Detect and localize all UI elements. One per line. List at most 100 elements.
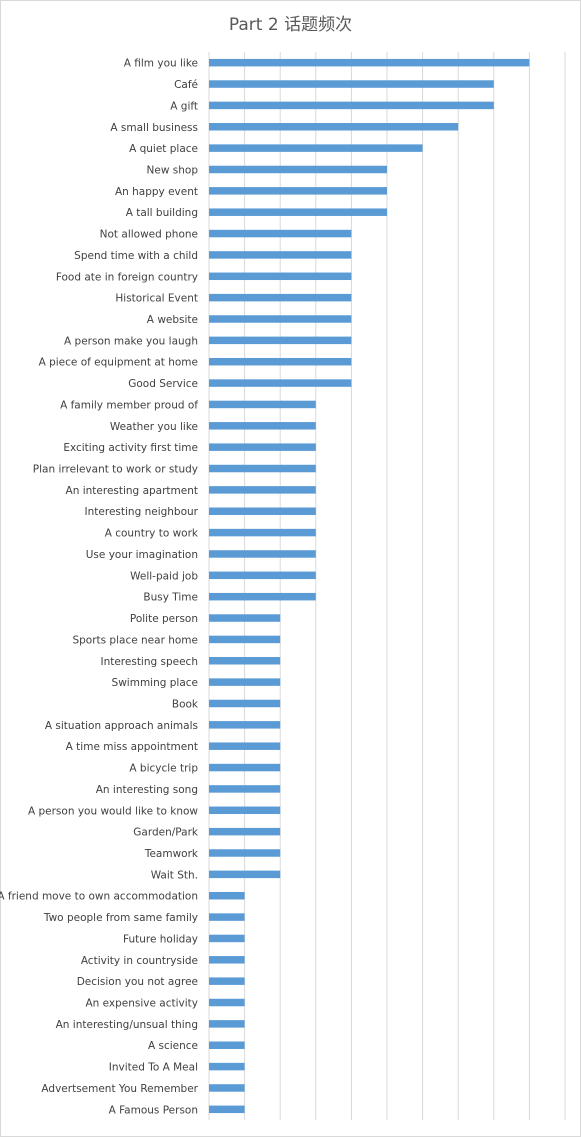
bar (209, 891, 245, 900)
bar (209, 251, 352, 259)
category-label: Interesting speech (100, 656, 198, 668)
bar (209, 849, 281, 857)
category-label: A quiet place (129, 143, 198, 155)
bar (209, 678, 281, 686)
chart-title: Part 2 话题频次 (228, 15, 353, 35)
bar (209, 785, 281, 793)
bar (209, 400, 316, 409)
category-label: Café (174, 79, 198, 91)
bar (209, 486, 316, 494)
bar (209, 187, 387, 195)
bar (209, 998, 245, 1007)
bar (209, 1020, 245, 1028)
bar (209, 443, 316, 451)
bar (209, 806, 281, 815)
category-label: A small business (110, 122, 198, 134)
category-label: Activity in countryside (81, 955, 198, 967)
bar (209, 1062, 245, 1071)
bar (209, 58, 530, 67)
bar (209, 635, 281, 644)
category-label: Not allowed phone (100, 229, 198, 241)
category-label: Wait Sth. (151, 869, 198, 881)
category-label: Busy Time (143, 592, 198, 604)
category-label: Food ate in foreign country (56, 271, 198, 283)
category-label: An interesting song (96, 784, 198, 796)
category-label: An happy event (115, 186, 198, 198)
bar (209, 956, 245, 964)
category-label: Advertsement You Remember (41, 1083, 198, 1095)
bar (209, 272, 352, 281)
bar (209, 571, 316, 580)
category-label: Weather you like (110, 421, 198, 433)
bar (209, 870, 281, 879)
bar (209, 1041, 245, 1049)
bar (209, 229, 352, 238)
bar (209, 379, 352, 387)
category-label: A bicycle trip (129, 763, 198, 775)
category-label: A website (147, 314, 198, 326)
bar (209, 123, 459, 131)
category-label: Spend time with a child (74, 250, 198, 262)
bar (209, 336, 352, 345)
category-label: A person make you laugh (64, 335, 198, 347)
bar (209, 208, 387, 216)
bar (209, 1084, 245, 1092)
bar (209, 592, 316, 601)
bar (209, 550, 316, 558)
bar (209, 721, 281, 729)
category-label: A time miss appointment (66, 741, 198, 753)
category-labels: A film you like Café A gift A small busines… (0, 58, 199, 1117)
category-label: A piece of equipment at home (39, 357, 198, 369)
category-label: A family member proud of (60, 399, 198, 411)
category-label: Two people from same family (43, 912, 198, 924)
bar (209, 422, 316, 430)
category-label: Good Service (128, 378, 198, 390)
bar (209, 614, 281, 622)
bar (209, 528, 316, 537)
bar (209, 293, 352, 302)
category-label: An interesting apartment (66, 485, 198, 497)
category-label: Use your imagination (86, 549, 198, 561)
category-label: A science (148, 1040, 198, 1052)
category-label: New shop (147, 164, 199, 176)
category-label: Swimming place (112, 677, 198, 689)
bar (209, 315, 352, 323)
bar (209, 101, 494, 110)
bar (209, 80, 494, 88)
category-label: Garden/Park (133, 827, 199, 839)
bar (209, 763, 281, 772)
category-label: Interesting neighbour (85, 506, 199, 518)
category-label: A friend move to own accommodation (0, 891, 198, 903)
category-label: An interesting/unsual thing (56, 1019, 198, 1031)
bar (209, 699, 281, 708)
category-label: Future holiday (123, 933, 198, 945)
category-label: A Famous Person (109, 1104, 198, 1116)
bar (209, 464, 316, 473)
bar (209, 913, 245, 921)
bar (209, 827, 281, 836)
category-label: Teamwork (144, 848, 199, 860)
bar (209, 1105, 245, 1114)
category-label: Sports place near home (72, 634, 198, 646)
category-label: Plan irrelevant to work or study (33, 464, 198, 476)
category-label: Exciting activity first time (63, 442, 198, 454)
bar (209, 742, 281, 750)
bar (209, 657, 281, 665)
bar (209, 165, 387, 174)
category-label: Invited To A Meal (109, 1062, 198, 1074)
bar (209, 934, 245, 943)
category-label: Polite person (130, 613, 198, 625)
bar (209, 507, 316, 515)
category-label: An expensive activity (85, 998, 198, 1010)
category-label: A country to work (105, 528, 199, 540)
category-label: Book (172, 698, 199, 710)
category-label: A gift (170, 100, 198, 112)
category-label: A tall building (126, 207, 198, 219)
bar (209, 357, 352, 366)
category-label: A situation approach animals (45, 720, 198, 732)
category-label: Historical Event (115, 293, 198, 305)
category-label: A person you would like to know (28, 805, 198, 817)
category-label: A film you like (124, 58, 198, 70)
category-label: Decision you not agree (77, 976, 198, 988)
